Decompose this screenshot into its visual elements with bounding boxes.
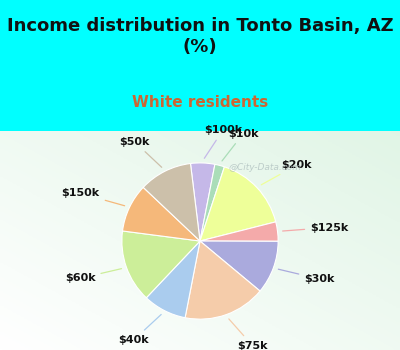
Text: White residents: White residents [132, 95, 268, 110]
Text: $60k: $60k [65, 269, 122, 283]
Wedge shape [200, 167, 276, 241]
Text: $100k: $100k [204, 125, 242, 158]
Text: $40k: $40k [119, 315, 161, 345]
Wedge shape [146, 241, 200, 318]
Text: $75k: $75k [229, 319, 268, 350]
Text: $50k: $50k [120, 137, 162, 167]
Wedge shape [143, 163, 200, 241]
Text: $10k: $10k [222, 129, 258, 161]
Wedge shape [190, 163, 215, 241]
Text: $150k: $150k [62, 188, 125, 206]
Text: $125k: $125k [283, 223, 348, 232]
Wedge shape [185, 241, 260, 319]
Wedge shape [200, 164, 224, 241]
Text: @City-Data.com: @City-Data.com [229, 163, 302, 172]
Wedge shape [200, 241, 278, 291]
Wedge shape [122, 231, 200, 298]
Wedge shape [122, 187, 200, 241]
Wedge shape [200, 222, 278, 241]
Text: $20k: $20k [261, 160, 312, 185]
Text: $30k: $30k [278, 269, 335, 284]
Text: Income distribution in Tonto Basin, AZ
(%): Income distribution in Tonto Basin, AZ (… [7, 18, 393, 56]
